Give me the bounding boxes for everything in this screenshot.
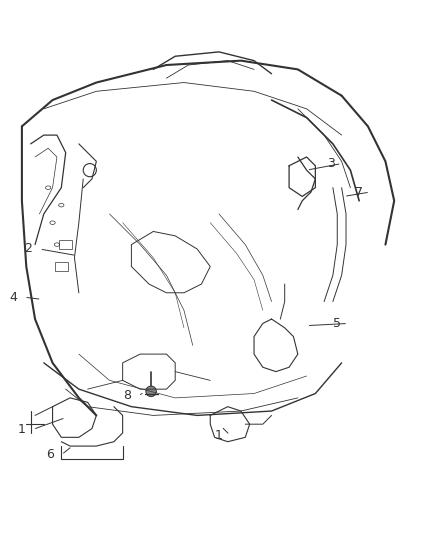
Text: 1: 1 [215,429,223,442]
Bar [59,240,72,249]
Circle shape [146,386,156,397]
Text: 8: 8 [123,389,131,402]
Text: 4: 4 [9,290,17,304]
Bar [55,262,68,271]
Text: 7: 7 [355,185,363,198]
Text: 5: 5 [333,317,341,330]
Text: 3: 3 [327,157,335,170]
Text: 2: 2 [25,243,32,255]
Text: 6: 6 [46,448,54,462]
Text: 1: 1 [18,423,26,436]
